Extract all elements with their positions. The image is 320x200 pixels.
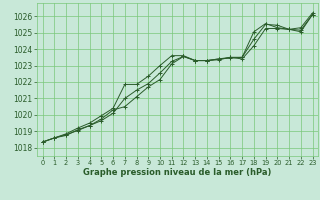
X-axis label: Graphe pression niveau de la mer (hPa): Graphe pression niveau de la mer (hPa) xyxy=(84,168,272,177)
